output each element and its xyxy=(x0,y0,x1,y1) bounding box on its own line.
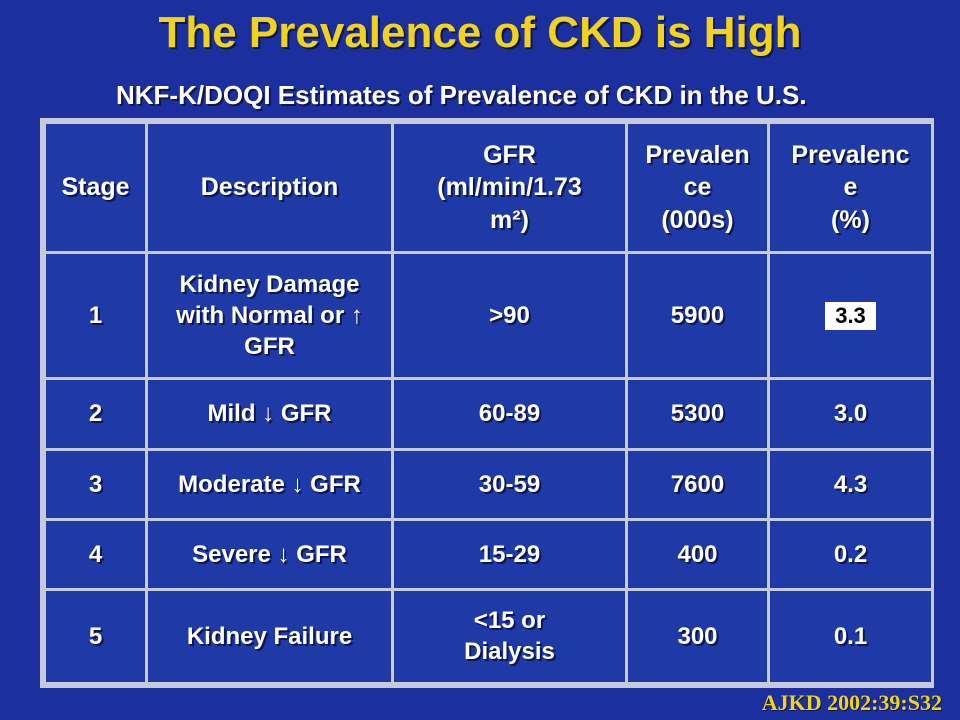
description-line1: Kidney Damage xyxy=(179,271,360,299)
table-row: 4 Severe ↓ GFR 15-29 400 0.2 xyxy=(43,517,934,591)
description-cell: Kidney Damage with Normal or ↑ GFR xyxy=(145,251,394,381)
gfr-cell: <15 or Dialysis xyxy=(391,587,628,686)
header-prev-line2: ce xyxy=(683,173,712,202)
header-description: Description xyxy=(145,120,394,255)
header-stage: Stage xyxy=(43,120,148,255)
description-line2: with Normal or ↑ xyxy=(176,302,363,330)
percent-cell: 3.3 xyxy=(767,251,934,381)
header-prevalence-count: Prevalen ce (000s) xyxy=(625,120,770,255)
stage-cell: 5 xyxy=(43,587,148,686)
description-line3: GFR xyxy=(244,333,295,361)
gfr-cell: 60-89 xyxy=(391,377,628,451)
header-gfr: GFR (ml/min/1.73 m²) xyxy=(391,120,628,255)
gfr-cell: 15-29 xyxy=(391,517,628,591)
percent-cell: 0.2 xyxy=(767,517,934,591)
highlighted-percent: 3.3 xyxy=(825,302,876,331)
table-row: 3 Moderate ↓ GFR 30-59 7600 4.3 xyxy=(43,447,934,521)
table-row: 1 Kidney Damage with Normal or ↑ GFR >90… xyxy=(43,251,934,381)
citation: AJKD 2002:39:S32 xyxy=(761,690,942,715)
header-pct-line1: Prevalenc xyxy=(791,140,910,169)
prevalence-cell: 300 xyxy=(625,587,770,686)
prevalence-cell: 5900 xyxy=(625,251,770,381)
prevalence-cell: 5300 xyxy=(625,377,770,451)
percent-cell: 3.0 xyxy=(767,377,934,451)
table: Stage Description GFR (ml/min/1.73 m²) P… xyxy=(43,120,934,686)
stage-cell: 1 xyxy=(43,251,148,381)
header-pct-line2: e xyxy=(843,173,858,202)
slide-title: The Prevalence of CKD is High xyxy=(158,8,802,57)
header-prev-line1: Prevalen xyxy=(645,140,750,169)
gfr-cell: 30-59 xyxy=(391,447,628,521)
header-gfr-line2: (ml/min/1.73 xyxy=(437,173,582,202)
percent-cell: 0.1 xyxy=(767,587,934,686)
description-cell: Kidney Failure xyxy=(145,587,394,686)
description-cell: Mild ↓ GFR xyxy=(145,377,394,451)
header-prevalence-percent: Prevalenc e (%) xyxy=(767,120,934,255)
ckd-prevalence-table: Stage Description GFR (ml/min/1.73 m²) P… xyxy=(40,118,934,688)
header-prev-line3: (000s) xyxy=(661,205,734,234)
gfr-line1: <15 or xyxy=(473,607,546,635)
description-cell: Moderate ↓ GFR xyxy=(145,447,394,521)
header-pct-line3: (%) xyxy=(831,205,870,234)
table-row: 5 Kidney Failure <15 or Dialysis 300 0.1 xyxy=(43,587,934,686)
header-gfr-line1: GFR xyxy=(483,140,536,169)
stage-cell: 4 xyxy=(43,517,148,591)
header-gfr-line3: m²) xyxy=(490,205,529,234)
gfr-line2: Dialysis xyxy=(464,638,555,666)
table-header-row: Stage Description GFR (ml/min/1.73 m²) P… xyxy=(43,120,934,255)
table-row: 2 Mild ↓ GFR 60-89 5300 3.0 xyxy=(43,377,934,451)
gfr-cell: >90 xyxy=(391,251,628,381)
slide-subtitle: NKF-K/DOQI Estimates of Prevalence of CK… xyxy=(116,80,807,110)
percent-cell: 4.3 xyxy=(767,447,934,521)
prevalence-cell: 400 xyxy=(625,517,770,591)
description-cell: Severe ↓ GFR xyxy=(145,517,394,591)
prevalence-cell: 7600 xyxy=(625,447,770,521)
stage-cell: 3 xyxy=(43,447,148,521)
stage-cell: 2 xyxy=(43,377,148,451)
